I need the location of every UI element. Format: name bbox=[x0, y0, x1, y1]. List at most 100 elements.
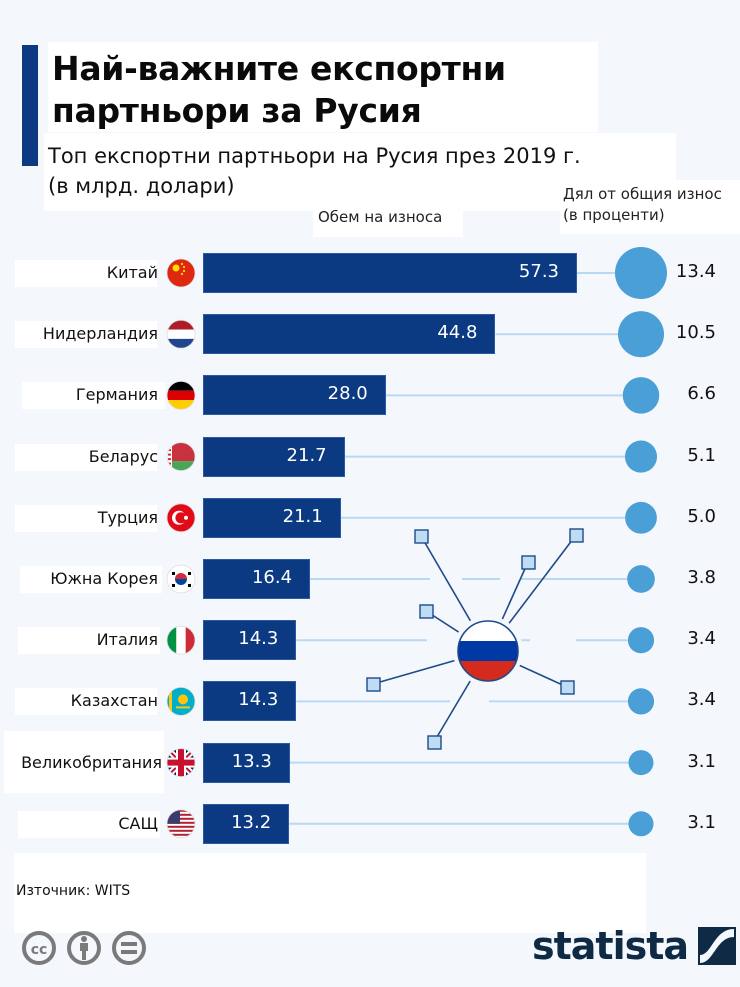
bar[interactable] bbox=[203, 620, 297, 661]
by-attribution-icon[interactable] bbox=[67, 931, 101, 965]
share-value-label: 3.1 bbox=[687, 750, 716, 772]
bar[interactable] bbox=[203, 375, 386, 416]
share-bubble bbox=[622, 377, 660, 414]
netherlands-flag-icon bbox=[166, 319, 196, 349]
network-node bbox=[414, 529, 429, 544]
bar-value-label: 14.3 bbox=[238, 628, 279, 650]
title-line-1: Най-важните експортни bbox=[52, 49, 506, 88]
category-label: Германия bbox=[75, 385, 158, 405]
share-bubble bbox=[627, 565, 655, 593]
south-korea-flag-icon bbox=[166, 564, 196, 594]
usa-flag-icon bbox=[166, 809, 196, 839]
category-label: Южна Корея bbox=[50, 569, 158, 588]
title-background bbox=[48, 42, 598, 132]
subtitle-line-1: Топ експортни партньори на Русия през 20… bbox=[48, 144, 581, 168]
svg-text:cc: cc bbox=[31, 942, 48, 958]
category-label: Турция bbox=[97, 507, 158, 527]
statista-logo-icon bbox=[698, 927, 737, 965]
nd-noderivs-icon[interactable] bbox=[112, 931, 146, 965]
share-value-label: 3.1 bbox=[687, 811, 716, 833]
share-bubble bbox=[617, 311, 665, 358]
category-label-background bbox=[15, 504, 157, 532]
category-label: Китай bbox=[106, 263, 158, 282]
bar-value-label: 13.2 bbox=[231, 811, 272, 833]
share-header-line-1: Дял от общия износ bbox=[563, 185, 722, 203]
bar[interactable] bbox=[203, 681, 297, 722]
share-bubble bbox=[628, 750, 654, 776]
share-bubble bbox=[624, 440, 658, 473]
share-value-label: 3.8 bbox=[687, 567, 716, 588]
statista-logo[interactable]: statista bbox=[532, 922, 737, 970]
category-label: Беларус bbox=[88, 446, 158, 466]
bar[interactable] bbox=[203, 803, 290, 844]
share-value-label: 3.4 bbox=[687, 689, 716, 711]
category-label-background bbox=[15, 260, 157, 287]
category-label-background bbox=[20, 566, 162, 593]
category-label-background bbox=[18, 627, 160, 655]
page-title: Най-важните експортни партньори за Русия bbox=[52, 48, 506, 132]
subtitle-line-2: (в млрд. долари) bbox=[48, 174, 235, 198]
share-bubble bbox=[627, 688, 655, 715]
bar[interactable] bbox=[203, 559, 311, 599]
share-value-label: 5.0 bbox=[687, 505, 716, 527]
category-label-background bbox=[18, 810, 160, 838]
belarus-flag-icon bbox=[166, 442, 196, 472]
category-label: Италия bbox=[96, 630, 158, 650]
bar[interactable] bbox=[203, 314, 496, 355]
bar-value-label: 44.8 bbox=[437, 322, 478, 344]
uk-flag-icon bbox=[166, 748, 196, 777]
cc-icon[interactable]: cc bbox=[22, 931, 56, 965]
bar-value-label: 21.1 bbox=[282, 505, 323, 527]
source-background bbox=[14, 853, 646, 933]
network-node bbox=[419, 604, 434, 619]
share-bubble bbox=[628, 811, 654, 837]
category-label-background bbox=[15, 688, 157, 716]
italy-flag-icon bbox=[166, 625, 196, 655]
category-label-background bbox=[15, 321, 157, 349]
subtitle: Топ експортни партньори на Русия през 20… bbox=[48, 141, 581, 201]
share-header-background bbox=[560, 180, 740, 234]
share-value-label: 6.6 bbox=[687, 383, 716, 405]
title-line-2: партньори за Русия bbox=[52, 91, 422, 130]
bar[interactable] bbox=[203, 497, 341, 538]
bar[interactable] bbox=[203, 436, 345, 477]
share-value-label: 13.4 bbox=[675, 261, 716, 282]
statista-wordmark: statista bbox=[532, 924, 689, 968]
category-label: Великобритания bbox=[21, 752, 162, 772]
bar-value-label: 13.3 bbox=[231, 750, 272, 772]
network-node bbox=[569, 528, 584, 543]
category-label: САЩ bbox=[118, 813, 158, 833]
network-node bbox=[366, 677, 381, 692]
category-label-background bbox=[22, 382, 165, 410]
russia-network-illustration bbox=[366, 528, 584, 750]
bar-value-label: 28.0 bbox=[327, 383, 368, 405]
network-node bbox=[521, 555, 536, 570]
bar-value-label: 57.3 bbox=[518, 261, 559, 282]
category-label: Казахстан bbox=[70, 691, 158, 711]
turkey-flag-icon bbox=[166, 503, 196, 533]
china-flag-icon bbox=[166, 258, 196, 288]
germany-flag-icon bbox=[166, 380, 196, 410]
kazakhstan-flag-icon bbox=[166, 687, 196, 716]
category-label-background bbox=[15, 443, 157, 471]
source-note: Източник: WITS bbox=[16, 883, 131, 899]
share-header-line-2: (в проценти) bbox=[563, 206, 665, 224]
bar[interactable] bbox=[203, 253, 577, 293]
bar-value-label: 16.4 bbox=[251, 567, 293, 588]
title-accent-bar bbox=[22, 45, 38, 166]
category-label-background bbox=[4, 730, 164, 793]
share-column-header: Дял от общия износ (в проценти) bbox=[563, 184, 722, 226]
network-node bbox=[560, 680, 575, 695]
license-icons[interactable]: cc bbox=[20, 928, 150, 968]
share-value-label: 3.4 bbox=[687, 628, 716, 650]
share-value-label: 5.1 bbox=[687, 444, 716, 466]
network-node bbox=[427, 735, 442, 750]
share-bubble bbox=[615, 247, 667, 299]
category-label: Нидерландия bbox=[42, 324, 158, 344]
bar-value-label: 21.7 bbox=[286, 444, 327, 466]
bar[interactable] bbox=[203, 742, 290, 783]
bar-value-label: 14.3 bbox=[238, 689, 279, 711]
share-bubble bbox=[625, 501, 657, 534]
volume-column-header: Обем на износа bbox=[318, 208, 443, 226]
